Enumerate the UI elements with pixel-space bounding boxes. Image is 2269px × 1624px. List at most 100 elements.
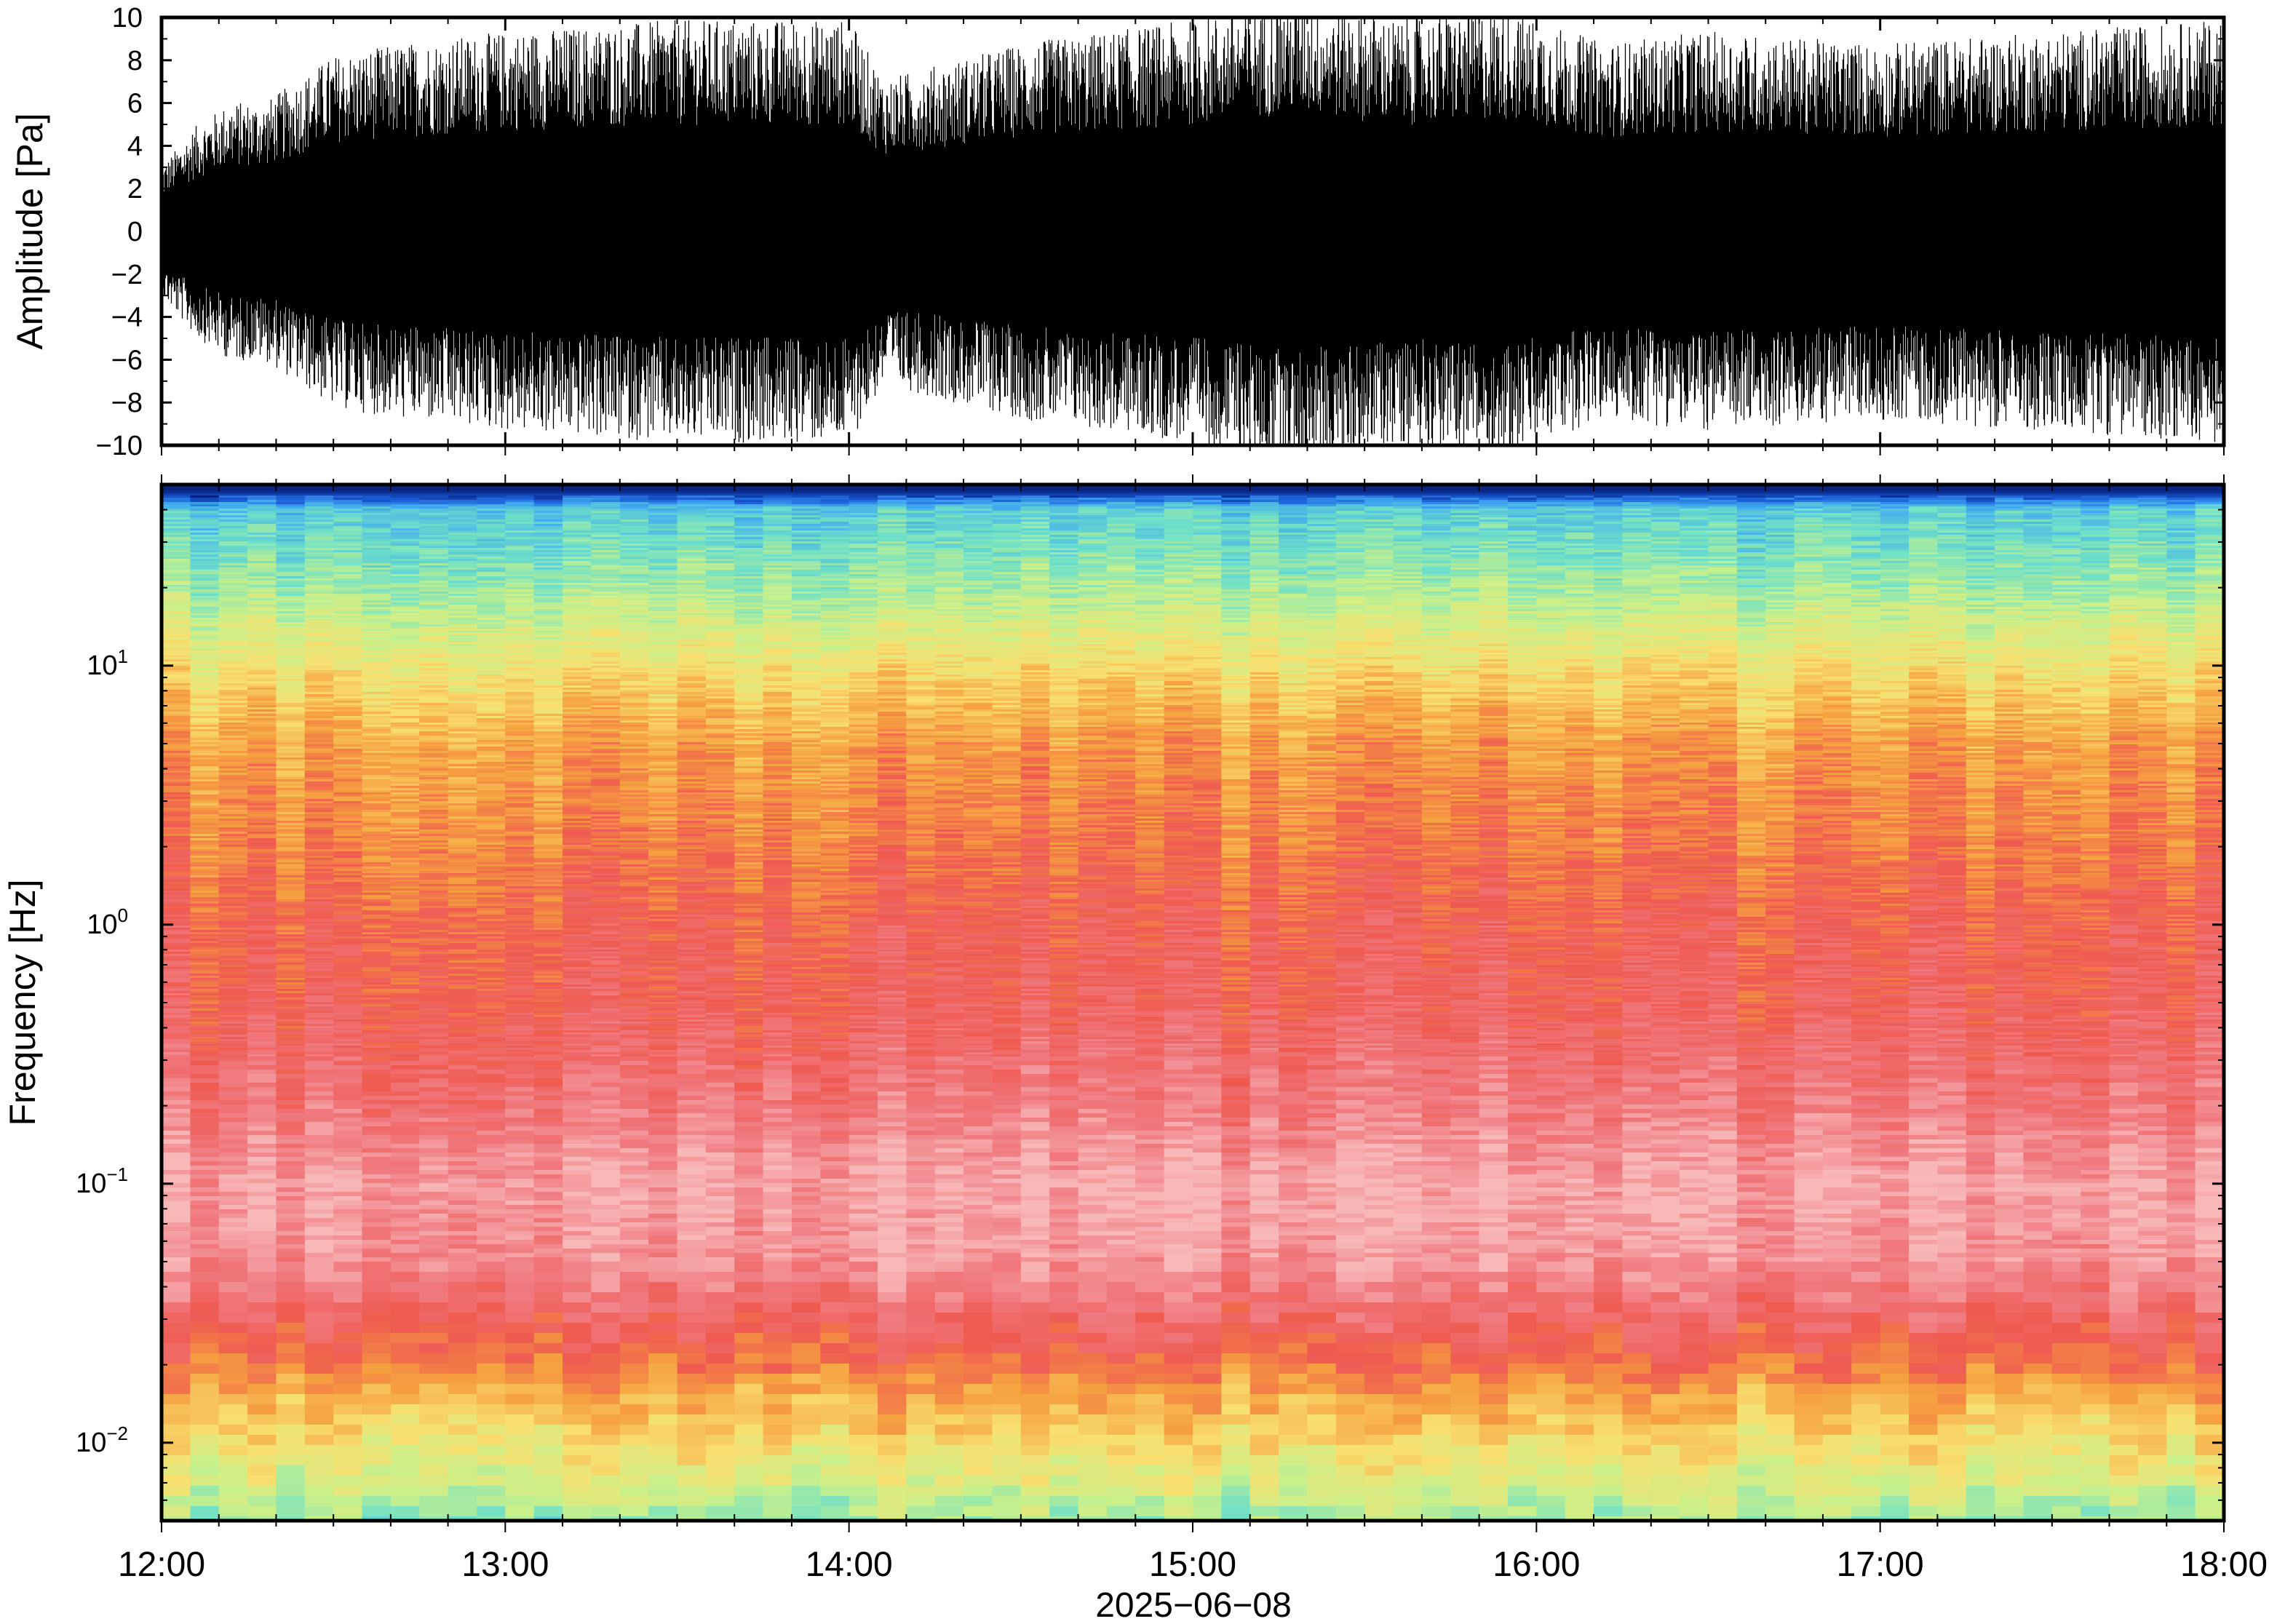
spectrogram-cell xyxy=(477,1192,506,1196)
spectrogram-cell xyxy=(477,1054,506,1056)
spectrogram-cell xyxy=(505,1364,534,1374)
spectrogram-cell xyxy=(419,572,448,574)
spectrogram-cell xyxy=(362,788,392,790)
spectrogram-cell xyxy=(563,703,592,705)
spectrogram-cell xyxy=(190,1218,219,1222)
spectrogram-cell xyxy=(448,1394,477,1404)
spectrogram-cell xyxy=(305,1011,334,1013)
spectrogram-cell xyxy=(391,834,420,836)
spectrogram-cell xyxy=(219,1017,248,1019)
spectrogram-cell xyxy=(391,803,420,805)
spectrogram-cell xyxy=(563,808,592,810)
spectrogram-cell xyxy=(448,1179,477,1183)
spectrogram-cell xyxy=(276,1046,305,1048)
spectrogram-cell xyxy=(477,930,506,932)
spectrogram-cell xyxy=(333,819,362,821)
spectrogram-cell xyxy=(448,941,477,943)
spectrogram-cell xyxy=(505,539,534,541)
spectrogram-cell xyxy=(333,1196,362,1201)
spectrogram-cell xyxy=(505,1205,534,1209)
spectrogram-cell xyxy=(563,685,592,688)
spectrogram-cell xyxy=(162,502,191,504)
spectrogram-cell xyxy=(419,1374,448,1384)
spectrogram-cell xyxy=(219,539,248,541)
spectrogram-cell xyxy=(362,915,392,917)
spectrogram-cell xyxy=(247,698,277,701)
spectrogram-cell xyxy=(305,895,334,897)
spectrogram-cell xyxy=(505,819,534,821)
spectrogram-cell xyxy=(391,709,420,712)
spectrogram-cell xyxy=(534,1205,563,1209)
spectrogram-cell xyxy=(190,668,219,670)
spectrogram-cell xyxy=(391,950,420,952)
spectrogram-cell xyxy=(448,982,477,984)
spectrogram-cell xyxy=(477,952,506,954)
spectrogram-cell xyxy=(162,657,191,659)
spectrogram-cell xyxy=(534,912,563,915)
spectrogram-cell xyxy=(448,563,477,565)
spectrogram-cell xyxy=(505,882,534,884)
spectrogram-cell xyxy=(276,1445,305,1455)
spectrogram-cell xyxy=(362,989,392,991)
spectrogram-cell xyxy=(448,659,477,661)
spectrogram-cell xyxy=(477,738,506,740)
spectrogram-cell xyxy=(247,1214,277,1218)
spectrogram-cell xyxy=(448,808,477,810)
spectrogram-cell xyxy=(219,984,248,987)
spectrogram-cell xyxy=(333,744,362,747)
spectrogram-cell xyxy=(419,1091,448,1096)
spectrogram-cell xyxy=(448,792,477,795)
spectrogram-cell xyxy=(247,1486,277,1496)
spectrogram-cell xyxy=(162,672,191,674)
spectrogram-cell xyxy=(505,576,534,578)
spectrogram-cell xyxy=(534,642,563,644)
spectrogram-cell xyxy=(162,757,191,760)
spectrogram-cell xyxy=(563,683,592,685)
spectrogram-cell xyxy=(534,616,563,618)
spectrogram-cell xyxy=(477,797,506,799)
spectrogram-cell xyxy=(305,873,334,875)
spectrogram-cell xyxy=(276,576,305,578)
spectrogram-cell xyxy=(190,980,219,982)
spectrogram-cell xyxy=(305,655,334,657)
spectrogram-cell xyxy=(448,568,477,570)
spectrogram-cell xyxy=(162,751,191,753)
spectrogram-cell xyxy=(190,1000,219,1002)
spectrogram-cell xyxy=(190,860,219,862)
spectrogram-cell xyxy=(276,845,305,847)
spectrogram-cell xyxy=(247,1006,277,1008)
spectrogram-cell xyxy=(190,727,219,729)
spectrogram-cell xyxy=(477,585,506,587)
spectrogram-cell xyxy=(219,1070,248,1074)
spectrogram-cell xyxy=(362,738,392,740)
spectrogram-cell xyxy=(276,1455,305,1465)
spectrogram-cell xyxy=(190,893,219,895)
spectrogram-cell xyxy=(219,904,248,906)
spectrogram-cell xyxy=(534,622,563,624)
spectrogram-cell xyxy=(448,664,477,666)
spectrogram-cell xyxy=(247,489,277,491)
spectrogram-cell xyxy=(190,1135,219,1139)
spectrogram-cell xyxy=(190,768,219,771)
spectrogram-cell xyxy=(419,655,448,657)
spectrogram-cell xyxy=(448,768,477,771)
spectrogram-cell xyxy=(448,1227,477,1231)
spectrogram-cell xyxy=(219,1024,248,1026)
spectrogram-cell xyxy=(391,923,420,926)
spectrogram-cell xyxy=(477,1008,506,1011)
spectrogram-cell xyxy=(276,502,305,504)
spectrogram-cell xyxy=(534,908,563,910)
spectrogram-cell xyxy=(162,592,191,594)
spectrogram-cell xyxy=(247,723,277,725)
spectrogram-cell xyxy=(391,1065,420,1070)
spectrogram-cell xyxy=(391,825,420,827)
spectrogram-cell xyxy=(162,1013,191,1015)
spectrogram-cell xyxy=(419,952,448,954)
spectrogram-cell xyxy=(305,921,334,923)
spectrogram-cell xyxy=(362,976,392,978)
spectrogram-cell xyxy=(448,559,477,561)
spectrogram-cell xyxy=(419,659,448,661)
spectrogram-cell xyxy=(333,718,362,720)
spectrogram-cell xyxy=(333,550,362,552)
spectrogram-cell xyxy=(333,906,362,908)
